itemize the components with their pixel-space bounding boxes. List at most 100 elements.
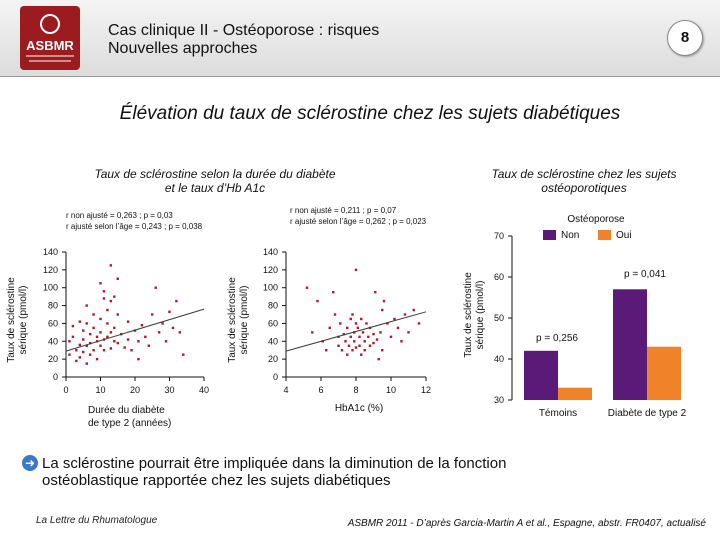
- chart1-x-tick-label: 20: [130, 385, 140, 395]
- chart2-point: [393, 317, 396, 321]
- chart1-point: [88, 353, 92, 356]
- chart2-point: [332, 290, 335, 294]
- chart2-annotation-line1: r non ajusté = 0,211 ; p = 0,07: [290, 206, 397, 215]
- chart1-point: [99, 331, 102, 334]
- conclusion-line1: La sclérostine pourrait être impliquée d…: [42, 455, 507, 472]
- chart1-point: [109, 299, 113, 303]
- chart1-y-tick-label: 0: [53, 372, 58, 382]
- chart1-point: [82, 350, 85, 354]
- chart2-point: [354, 346, 358, 349]
- chart2-point: [349, 335, 352, 339]
- chart2-point: [339, 322, 342, 325]
- chart2-point: [305, 286, 309, 289]
- chart2-y-tick-label: 100: [263, 283, 278, 293]
- chart1-annotation-line1: r non ajusté = 0,263 ; p = 0,03: [66, 211, 173, 220]
- chart1-point: [126, 338, 130, 341]
- chart1-trend-line: [65, 308, 205, 352]
- chart2-point: [400, 340, 403, 343]
- slide-header: ASBMR Cas clinique II - Ostéoporose : ri…: [0, 0, 720, 77]
- slide-number-badge: 8: [667, 20, 703, 56]
- chart2-point: [381, 349, 384, 352]
- chart1-point: [85, 304, 88, 307]
- chart2-x-tick-label: 6: [318, 385, 323, 395]
- chart1-point: [85, 322, 88, 325]
- chart1-point: [178, 331, 182, 334]
- chart2-point: [328, 326, 331, 330]
- chart1-ylabel-line1: Taux de sclérostine: [6, 277, 17, 363]
- chart2-point: [407, 331, 410, 334]
- chart2-point: [344, 340, 347, 343]
- chart1-point: [75, 359, 78, 363]
- chart1-point: [106, 322, 109, 325]
- chart1-point: [92, 313, 95, 316]
- chart3-category-label: Diabète de type 2: [608, 408, 687, 419]
- chart1-point: [78, 343, 81, 347]
- chart2-y-tick-label: 80: [268, 301, 278, 311]
- header-title-line1: Cas clinique II - Ostéoporose : risques: [108, 22, 380, 39]
- chart2-x-tick-label: 4: [283, 385, 288, 395]
- chart2-point: [354, 322, 358, 325]
- chart1-point: [130, 349, 133, 352]
- chart1-point: [116, 313, 119, 316]
- chart1-point: [147, 344, 150, 347]
- chart2-point: [379, 331, 382, 334]
- chart1-point: [157, 331, 161, 334]
- conclusion-line2: ostéoblastique rapportée chez les sujets…: [42, 472, 391, 489]
- chart1-point: [102, 290, 106, 293]
- chart1-point: [99, 344, 102, 347]
- chart2-trend-line: [285, 311, 427, 352]
- chart2-point: [412, 308, 415, 312]
- chart2-point: [375, 338, 379, 341]
- chart1-y-tick-label: 40: [48, 336, 58, 346]
- chart2-point: [360, 353, 363, 356]
- chart1-x-tick-label: 0: [63, 385, 68, 395]
- arrow-right-icon: ➜: [22, 455, 38, 471]
- chart1-y-tick-label: 20: [48, 354, 58, 364]
- chart2-point: [367, 335, 370, 339]
- chart2-point: [311, 331, 314, 334]
- chart1-x-tick-label: 40: [199, 385, 209, 395]
- chart1-point: [144, 335, 147, 339]
- chart1-point: [126, 320, 130, 323]
- chart1-point: [99, 282, 102, 285]
- chart1-point: [82, 338, 85, 341]
- chart1-point: [95, 335, 99, 339]
- bar-non-0: [524, 350, 558, 400]
- chart2-point: [363, 349, 366, 352]
- chart3-title-line1: Taux de sclérostine chez les sujets: [492, 167, 677, 181]
- chart2-point: [386, 322, 389, 325]
- chart2-point: [368, 344, 372, 347]
- asbmr-logo: ASBMR: [20, 6, 80, 70]
- chart2-point: [361, 331, 365, 334]
- chart2-y-tick-label: 20: [268, 354, 278, 364]
- chart1-x-tick-label: 30: [164, 385, 174, 395]
- chart1-point: [92, 326, 95, 330]
- chart2-point: [346, 353, 349, 356]
- chart2-point: [346, 326, 349, 330]
- chart1-point: [102, 297, 106, 300]
- chart1-annotation-line2: r ajusté selon l’âge = 0,243 ; p = 0,038: [66, 222, 203, 231]
- chart1-point: [68, 340, 71, 343]
- chart2-point: [389, 335, 393, 339]
- chart2-point: [360, 317, 363, 321]
- chart1-point: [68, 353, 71, 356]
- chart2-point: [372, 332, 375, 336]
- chart3-category-label: Témoins: [539, 408, 577, 419]
- footer-source: La Lettre du Rhumatologue: [36, 515, 158, 526]
- chart1-point: [82, 329, 85, 332]
- chart1-y-tick-label: 60: [48, 318, 58, 328]
- chart1-point: [109, 347, 113, 350]
- chart2-y-tick-label: 40: [268, 336, 278, 346]
- chart2-point: [325, 349, 328, 352]
- chart1-point: [113, 295, 116, 298]
- chart1-point: [168, 310, 171, 314]
- chart1-point: [106, 335, 109, 339]
- chart2-xlabel: HbA1c (%): [335, 403, 383, 414]
- chart1-point: [113, 326, 116, 330]
- bar-osteoporosis: Taux de sclérostine chez les sujets osté…: [463, 167, 687, 419]
- chart2-y-tick-label: 140: [263, 247, 278, 257]
- chart2-point: [365, 322, 368, 325]
- chart2-point: [342, 332, 345, 336]
- chart2-ylabel-line2: sérique (pmol/l): [239, 286, 250, 355]
- conclusion: ➜ La sclérostine pourrait être impliquée…: [22, 455, 682, 489]
